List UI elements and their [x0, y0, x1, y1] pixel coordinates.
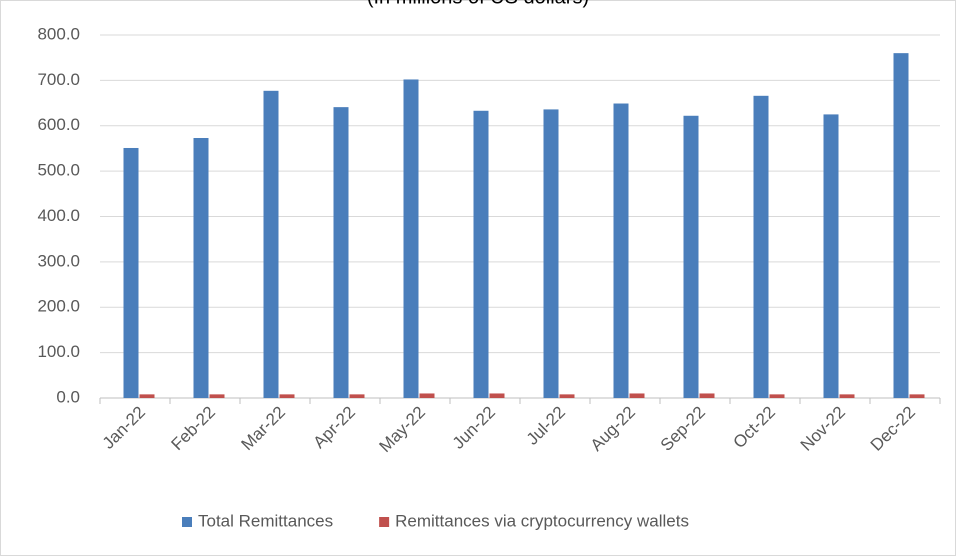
bar: [139, 394, 155, 398]
bar: [769, 394, 785, 398]
y-tick-label: 200.0: [37, 297, 80, 316]
x-tick-label: Aug-22: [587, 403, 639, 455]
x-tick-label: Mar-22: [237, 403, 289, 455]
y-tick-label: 500.0: [37, 161, 80, 180]
bar: [629, 393, 645, 398]
bar: [279, 394, 295, 398]
bar: [893, 53, 909, 399]
x-tick-label: May-22: [375, 403, 429, 457]
legend-label: Remittances via cryptocurrency wallets: [395, 511, 689, 530]
bar: [613, 103, 629, 399]
y-tick-label: 400.0: [37, 206, 80, 225]
chart-subtitle: (In millions of US dollars): [367, 0, 589, 8]
x-tick-label: Dec-22: [867, 403, 919, 455]
bar: [559, 394, 575, 398]
y-tick-label: 600.0: [37, 115, 80, 134]
bar: [333, 107, 349, 399]
bar: [909, 394, 925, 398]
bar: [823, 114, 839, 398]
bar: [209, 394, 225, 398]
y-tick-label: 300.0: [37, 251, 80, 270]
legend-swatch: [379, 517, 390, 527]
bar: [419, 393, 435, 398]
x-tick-label: Apr-22: [309, 403, 359, 453]
bar: [683, 115, 699, 398]
bar: [349, 394, 365, 398]
y-tick-label: 800.0: [37, 24, 80, 43]
y-tick-label: 0.0: [56, 387, 80, 406]
bar: [263, 90, 279, 398]
bar: [123, 147, 139, 398]
bar: [543, 109, 559, 398]
bar: [473, 110, 489, 399]
legend-label: Total Remittances: [198, 511, 333, 530]
x-tick-label: Jan-22: [99, 403, 149, 453]
y-tick-label: 100.0: [37, 342, 80, 361]
bar: [699, 393, 715, 398]
y-tick-label: 700.0: [37, 70, 80, 89]
x-tick-label: Feb-22: [167, 403, 219, 455]
bar: [753, 95, 769, 399]
x-tick-label: Nov-22: [797, 403, 849, 455]
bar: [839, 394, 855, 398]
x-tick-label: Sep-22: [657, 403, 709, 455]
x-tick-label: Jun-22: [449, 403, 499, 453]
legend-swatch: [182, 517, 192, 527]
x-tick-label: Oct-22: [729, 403, 779, 453]
bar: [489, 393, 505, 398]
bar: [193, 138, 209, 398]
bar: [403, 79, 419, 398]
x-tick-label: Jul-22: [523, 403, 569, 449]
